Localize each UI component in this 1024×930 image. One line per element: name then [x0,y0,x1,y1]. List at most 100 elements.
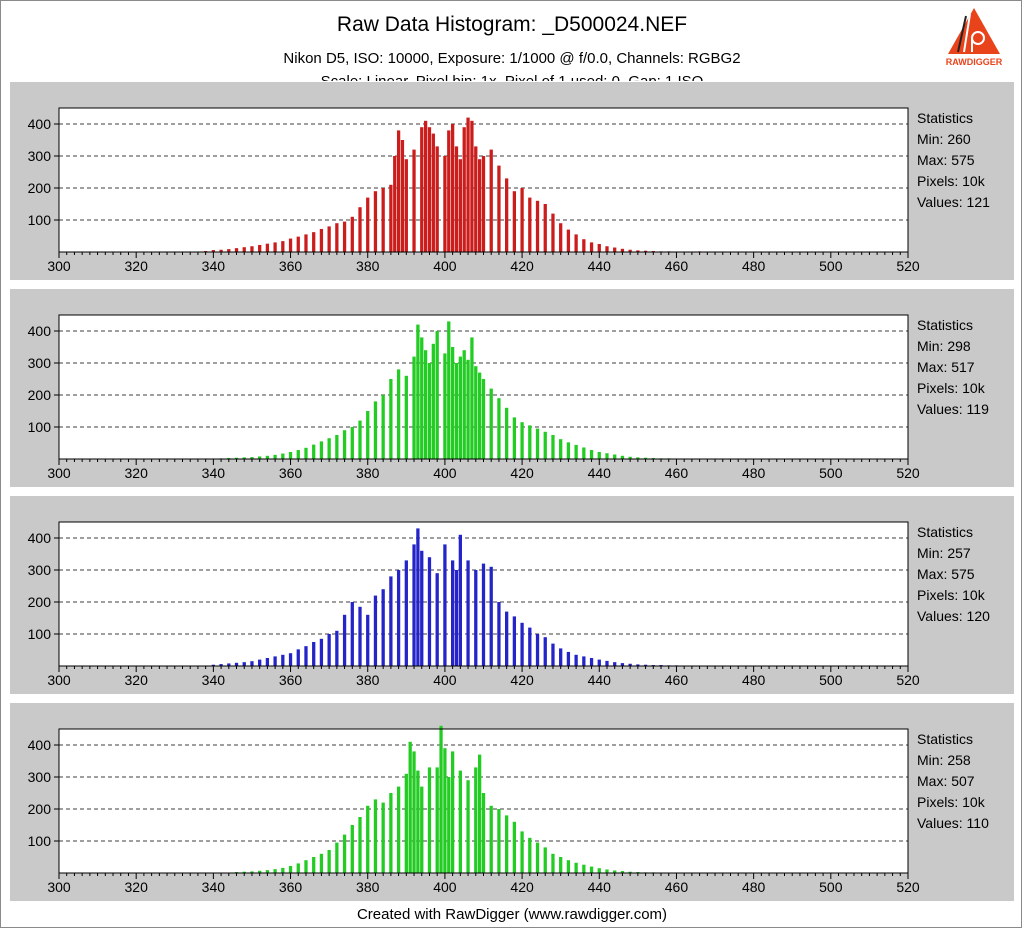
x-tick-label: 440 [588,258,612,274]
histogram-bar [605,246,609,252]
histogram-bar [589,242,594,252]
x-tick-label: 360 [279,258,303,274]
histogram-bar [466,780,470,873]
histogram-bar [265,870,270,873]
histogram-bar [528,837,532,873]
histogram-bar [327,849,331,873]
histogram-bar [396,369,401,459]
x-tick-label: 440 [588,465,612,481]
x-tick-label: 360 [279,465,303,481]
histogram-bar [312,857,316,873]
histogram-bar [431,133,435,252]
histogram-bar [312,642,316,666]
x-tick-label: 420 [510,465,534,481]
histogram-bar [211,664,216,666]
histogram-bar [574,862,578,873]
histogram-bar [597,659,601,666]
histogram-bar [543,204,547,252]
y-tick-label: 300 [28,769,52,785]
histogram-bar [404,375,408,459]
histogram-bar [466,560,470,666]
histogram-bar [582,864,586,873]
histogram-bar [358,606,362,666]
x-tick-label: 500 [819,465,843,481]
x-tick-label: 300 [47,879,71,895]
histogram-bar [551,643,555,666]
histogram-bar [427,127,432,252]
x-tick-label: 420 [510,879,534,895]
histogram-bar [389,379,393,459]
histogram-bar [273,454,277,459]
histogram-bar [566,651,571,666]
histogram-bar [381,188,385,252]
histogram-bar [489,805,493,873]
y-tick-label: 200 [28,387,52,403]
histogram-bar [512,191,517,252]
stats-box-b: Statistics Min: 257 Max: 575 Pixels: 10k… [917,522,990,627]
rawdigger-logo-icon: RAWDIGGER [946,8,1003,67]
histogram-bar [242,871,246,873]
histogram-bar [281,654,285,666]
y-tick-label: 100 [28,212,52,228]
stats-max: Max: 575 [917,566,975,582]
x-tick-label: 340 [202,465,226,481]
y-tick-label: 200 [28,801,52,817]
histogram-bar [389,793,393,873]
histogram-bar [478,159,482,252]
chart-subtitle-clipped: Scale: Linear, Pixel bin: 1x, Pixel of 1… [0,73,1024,81]
histogram-bar [520,831,524,873]
y-tick-label: 400 [28,530,52,546]
y-tick-label: 100 [28,833,52,849]
histogram-bar [435,146,439,252]
x-tick-label: 500 [819,258,843,274]
histogram-bar [474,767,478,873]
histogram-bar [273,656,277,666]
histogram-bar [412,544,416,666]
histogram-bar [582,447,586,459]
x-tick-label: 400 [433,258,457,274]
histogram-bar [366,411,370,459]
histogram-bar [288,238,293,252]
histogram-bar [327,226,331,252]
histogram-bar [497,398,501,459]
histogram-bar [628,456,632,459]
histogram-bar [559,857,563,873]
histogram-bar [481,379,486,459]
histogram-bar [589,450,594,459]
histogram-bar [319,228,324,252]
histogram-bar [396,570,401,666]
x-tick-label: 320 [125,258,149,274]
stats-pixels: Pixels: 10k [917,794,985,810]
histogram-bar [288,653,293,666]
histogram-panel-r: 300 320 340 360 380 400 420 440 460 480 500 520 100 2… [10,82,1014,280]
histogram-bar [227,249,231,252]
stats-values: Values: 120 [917,608,990,624]
x-tick-label: 300 [47,672,71,688]
x-tick-label: 320 [125,879,149,895]
histogram-bar [543,637,547,666]
stats-min: Min: 260 [917,131,971,147]
x-tick-label: 380 [356,672,380,688]
stats-max: Max: 575 [917,152,975,168]
histogram-bar [450,124,455,252]
histogram-bar [535,634,540,666]
histogram-bar [265,243,270,252]
histogram-bar [443,353,447,459]
histogram-bar [443,748,447,873]
histogram-bar [474,366,478,459]
histogram-bar [312,232,316,252]
histogram-bar [288,865,293,873]
stats-values: Values: 110 [917,815,989,831]
histogram-bar [454,570,459,666]
histogram-bar [520,622,524,666]
histogram-bar [408,741,412,873]
x-tick-label: 460 [665,258,689,274]
histogram-bar [559,223,563,252]
histogram-bar [342,221,347,252]
histogram-bar [574,654,578,666]
histogram-bar [478,372,482,459]
histogram-bar [489,149,493,252]
stats-pixels: Pixels: 10k [917,587,985,603]
x-tick-label: 480 [742,672,766,688]
